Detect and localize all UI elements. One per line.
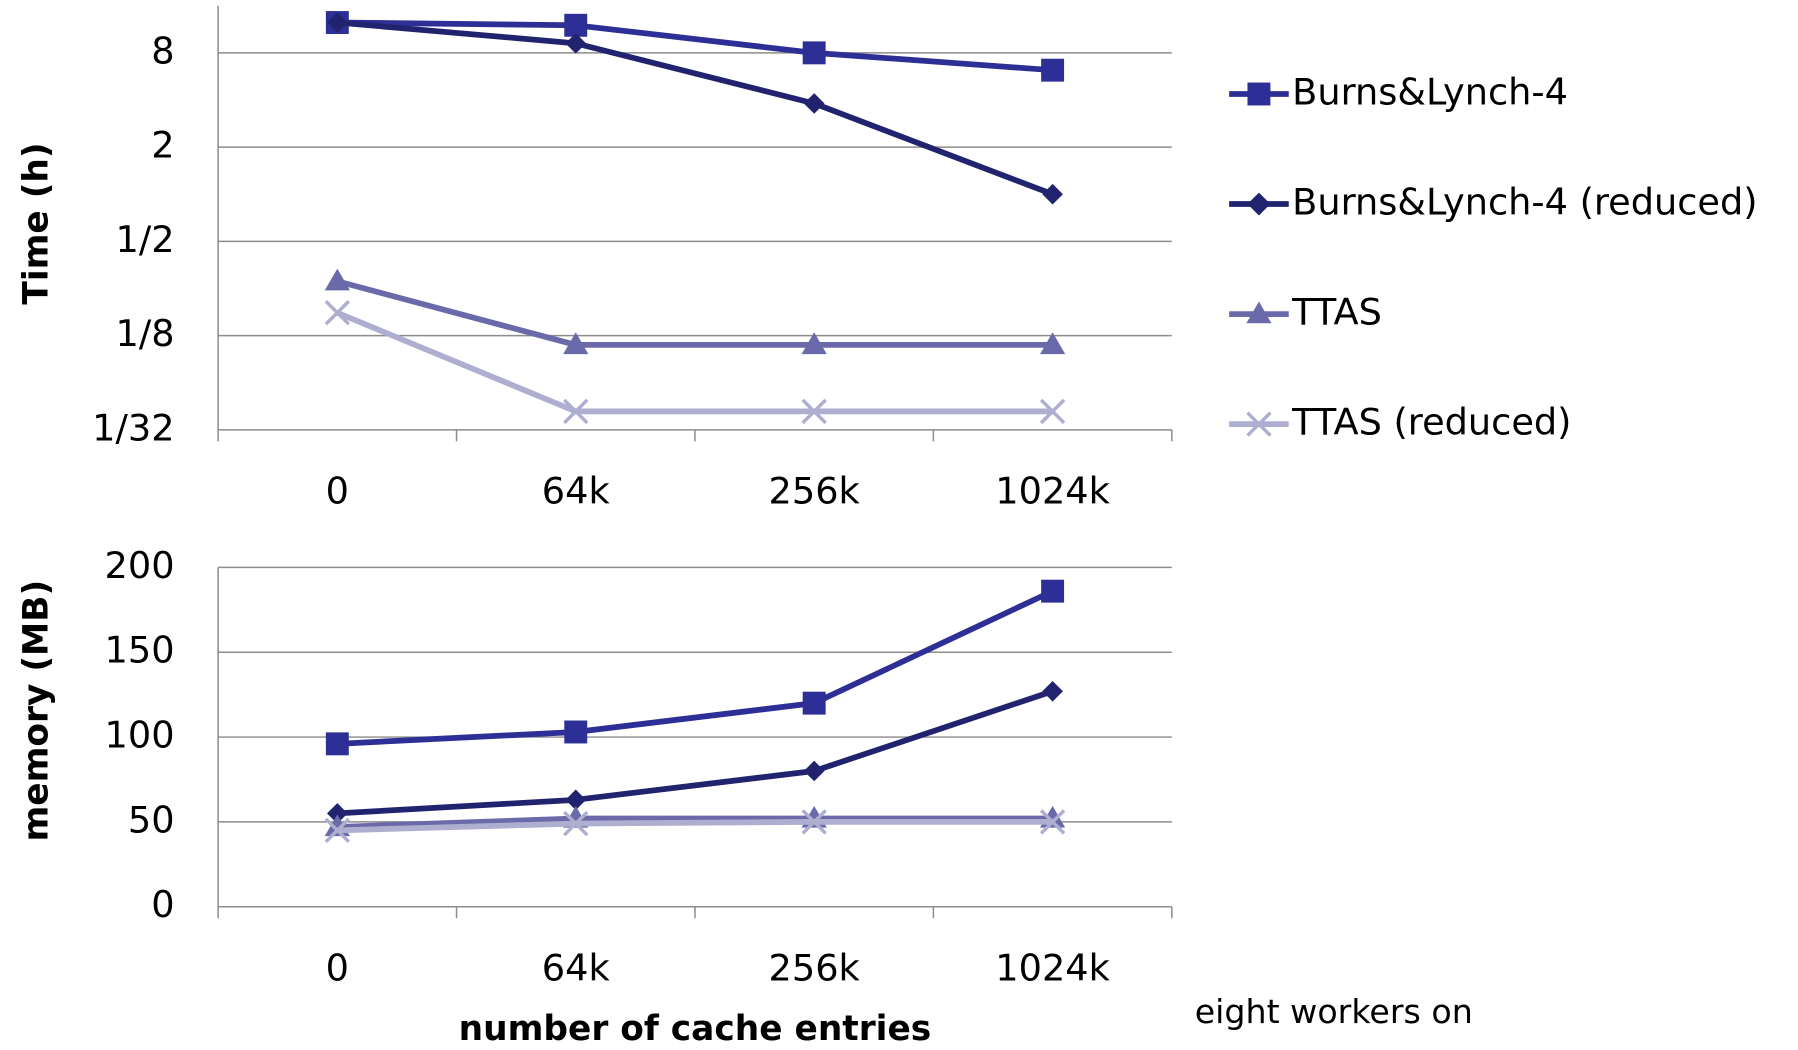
- x-tick-label: 256k: [769, 469, 861, 512]
- marker: [564, 13, 588, 37]
- y-tick-label: 8: [151, 29, 174, 72]
- series-line: [336, 310, 1053, 415]
- series-line: [337, 819, 1053, 834]
- marker: [801, 332, 827, 355]
- series-line: [337, 815, 1053, 830]
- legend-label: TTAS (reduced): [1291, 401, 1571, 444]
- marker: [327, 803, 348, 824]
- legend-marker: [1247, 82, 1271, 106]
- legend-label: Burns&Lynch-4: [1292, 70, 1568, 113]
- legend-marker: [1246, 411, 1272, 437]
- y-axis-title: Time (h): [17, 142, 57, 304]
- y-tick-label: 1/8: [116, 312, 175, 355]
- legend-marker: [1246, 301, 1272, 324]
- marker: [565, 789, 587, 811]
- series-line: [337, 688, 1054, 817]
- marker: [1039, 809, 1066, 835]
- x-tick-label: 256k: [769, 946, 861, 989]
- marker: [324, 300, 350, 326]
- marker: [801, 809, 827, 835]
- marker: [803, 760, 825, 782]
- marker: [1041, 58, 1065, 82]
- series-line: [337, 588, 1054, 747]
- x-tick-label: 0: [326, 469, 349, 512]
- marker: [324, 817, 350, 844]
- y-tick-label: 0: [151, 883, 174, 926]
- marker: [565, 33, 587, 54]
- legend-marker: [1247, 192, 1271, 216]
- marker: [1042, 680, 1063, 702]
- y-tick-label: 1/2: [116, 218, 175, 261]
- legend-label: Burns&Lynch-4 (reduced): [1292, 181, 1757, 224]
- series-line: [337, 19, 1054, 197]
- marker: [563, 810, 589, 837]
- y-tick-label: 100: [105, 714, 175, 757]
- marker: [1039, 332, 1066, 355]
- series-line: [336, 278, 1053, 348]
- series-line: [337, 19, 1053, 74]
- x-tick-label: 1024k: [995, 946, 1110, 989]
- y-tick-label: 1/32: [92, 406, 174, 449]
- note: eight workers on: [1195, 992, 1473, 1031]
- marker: [324, 268, 350, 291]
- y-tick-label: 2: [151, 124, 174, 167]
- x-tick-label: 64k: [542, 469, 611, 512]
- x-tick-label: 0: [326, 946, 349, 989]
- y-tick-label: 200: [105, 544, 175, 587]
- marker: [1041, 579, 1065, 603]
- marker: [802, 41, 826, 65]
- marker: [802, 691, 826, 715]
- marker: [563, 332, 589, 355]
- marker: [325, 732, 349, 756]
- x-tick-label: 1024k: [995, 469, 1110, 512]
- marker: [564, 720, 588, 744]
- marker: [563, 398, 589, 425]
- marker: [1039, 398, 1066, 425]
- marker: [803, 93, 825, 114]
- x-tick-label: 64k: [542, 946, 611, 989]
- y-tick-label: 150: [105, 629, 175, 672]
- y-tick-label: 50: [128, 798, 175, 841]
- y-axis-title: memory (MB): [17, 580, 57, 842]
- marker: [801, 398, 827, 425]
- marker: [1042, 183, 1063, 205]
- marker: [327, 12, 348, 33]
- legend-label: TTAS: [1291, 291, 1382, 334]
- x-axis-title: number of cache entries: [459, 1009, 932, 1049]
